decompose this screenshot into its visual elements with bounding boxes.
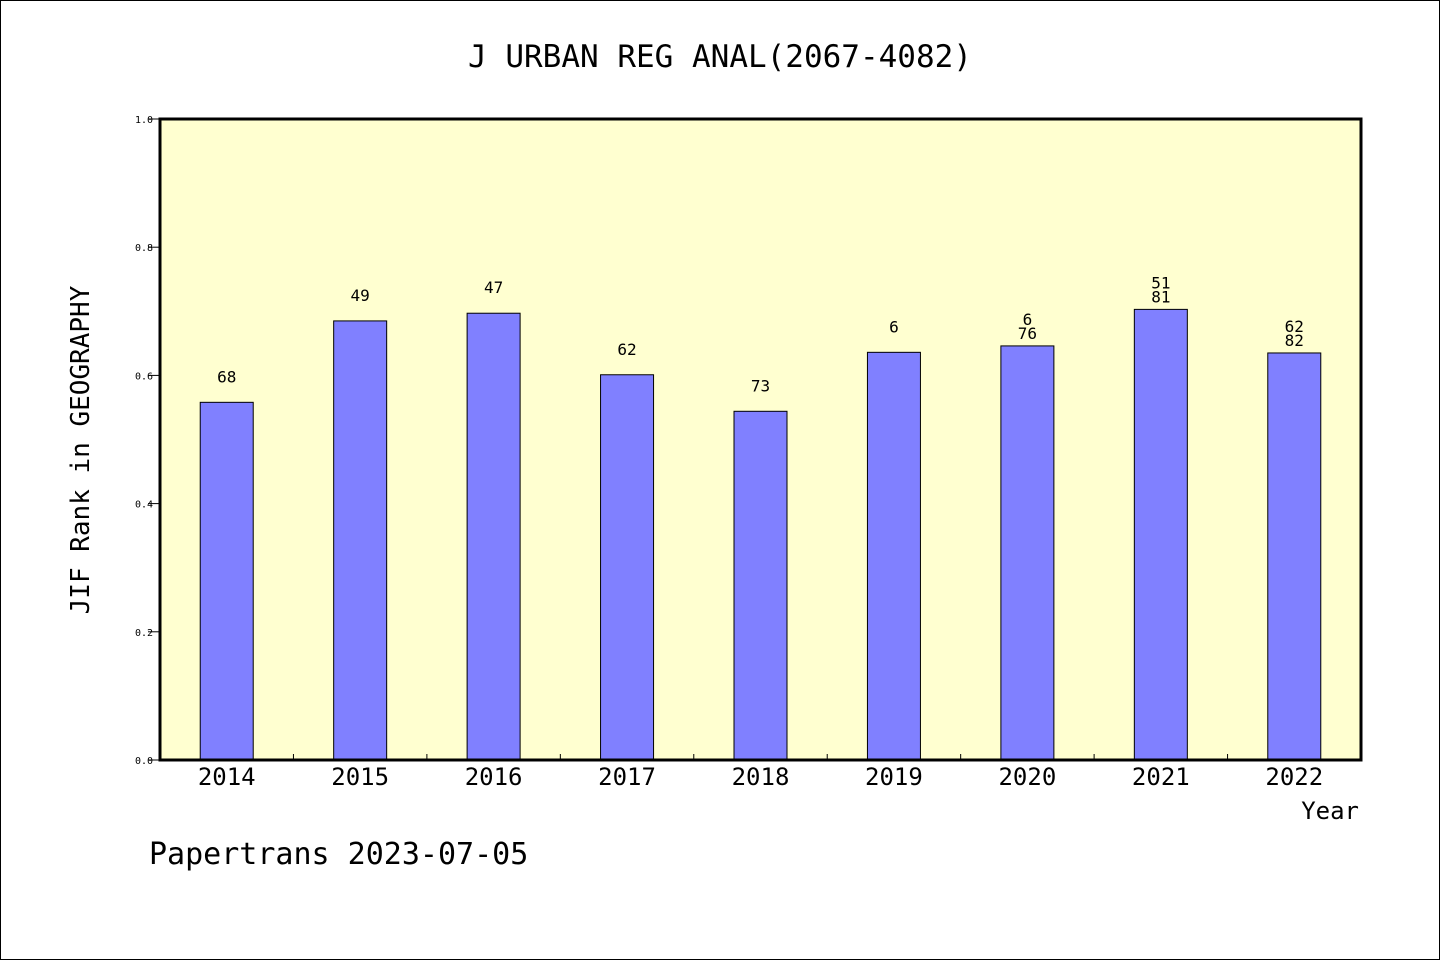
x-tick-label: 2017 <box>598 763 656 791</box>
x-axis-label: Year <box>1301 797 1359 825</box>
bars-group <box>199 308 1322 761</box>
data-label: 73 <box>751 376 770 395</box>
x-tick-label: 2021 <box>1132 763 1190 791</box>
x-tick-label: 2016 <box>465 763 523 791</box>
data-label: 51 <box>1151 273 1170 292</box>
bar <box>1000 345 1055 761</box>
y-axis-label: JIF Rank in GEOGRAPHY <box>66 285 96 614</box>
chart-title: J URBAN REG ANAL(2067-4082) <box>468 39 972 75</box>
data-label: 68 <box>217 367 236 386</box>
x-tick-label: 2018 <box>732 763 790 791</box>
bar <box>1267 352 1322 761</box>
bar <box>199 401 254 761</box>
y-tick-label: 0.2 <box>135 628 153 639</box>
y-axis: 0.0 0.2 0.4 0.6 0.8 1.0 <box>135 115 160 767</box>
x-tick-label: 2019 <box>865 763 923 791</box>
footer-text: Papertrans 2023-07-05 <box>149 837 528 872</box>
y-tick-label: 0.4 <box>135 500 153 511</box>
y-tick-label: 0.0 <box>135 756 153 767</box>
y-tick-label: 0.6 <box>135 371 153 382</box>
bar <box>733 410 788 761</box>
data-label: 76 <box>1018 324 1037 343</box>
data-label: 49 <box>351 286 370 305</box>
bar <box>866 351 921 761</box>
x-tick-label: 2015 <box>331 763 389 791</box>
data-label: 62 <box>1285 317 1304 336</box>
data-label: 6 <box>1023 310 1033 329</box>
y-tick-label: 0.8 <box>135 243 153 254</box>
bar <box>333 320 388 761</box>
x-tick-label: 2014 <box>198 763 256 791</box>
x-tick-label: 2020 <box>998 763 1056 791</box>
bar <box>600 374 655 761</box>
y-tick-label: 1.0 <box>135 115 153 126</box>
data-label: 6 <box>889 317 899 336</box>
plot-border <box>158 117 1363 762</box>
bar <box>1133 308 1188 761</box>
data-label: 47 <box>484 278 503 297</box>
x-axis: 2014 2015 2016 2017 2018 2019 2020 2021 2022 <box>198 754 1323 791</box>
x-tick-label: 2022 <box>1265 763 1323 791</box>
data-label: 81 <box>1151 287 1170 306</box>
data-label: 82 <box>1285 331 1304 350</box>
data-label: 62 <box>617 340 636 359</box>
bar <box>466 312 521 761</box>
